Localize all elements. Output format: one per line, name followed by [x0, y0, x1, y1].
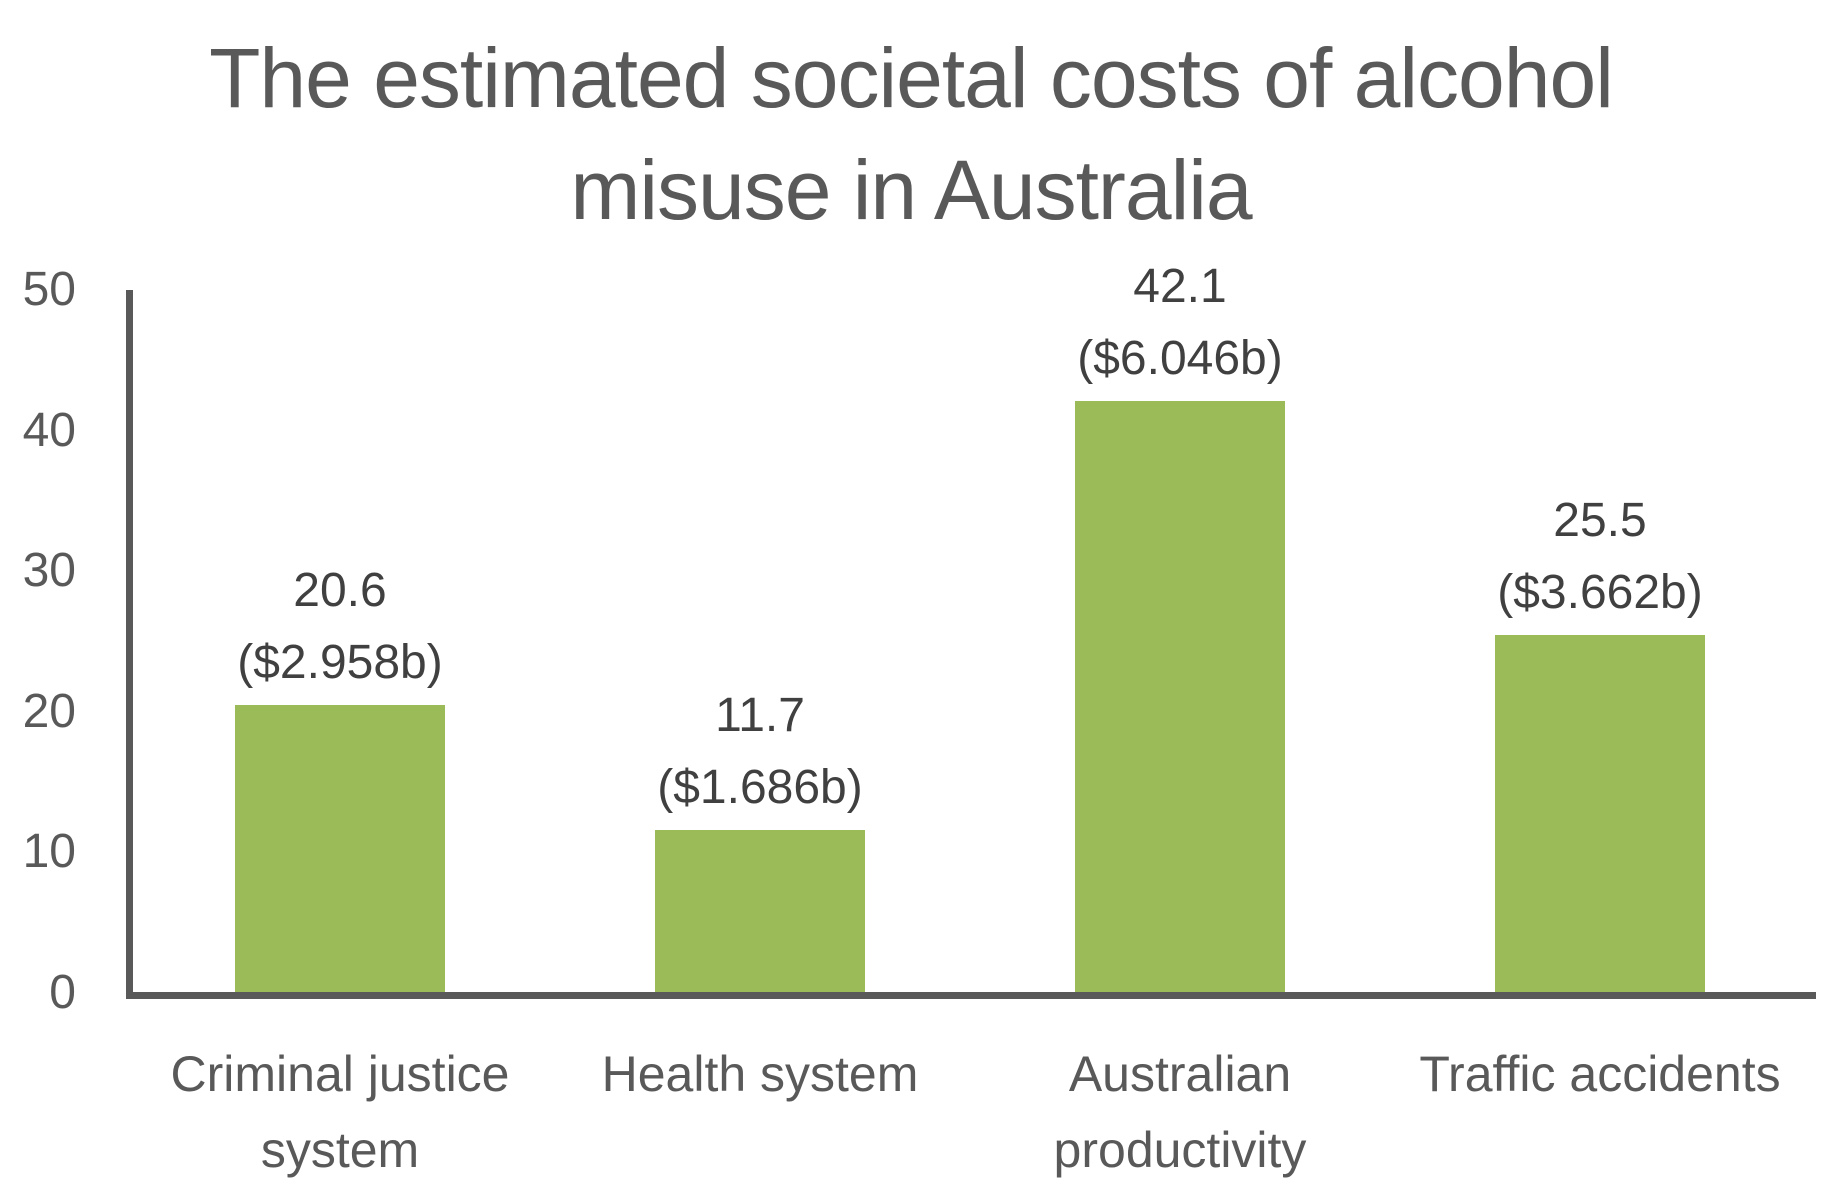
bar-traffic-accidents	[1495, 635, 1705, 995]
y-tick-20: 20	[22, 685, 76, 738]
x-label-health-system: Health system	[601, 1046, 919, 1102]
data-label-cost: ($1.686b)	[657, 761, 863, 815]
data-label-cost: ($2.958b)	[237, 635, 443, 689]
data-label-value: 20.6	[293, 563, 387, 617]
y-tick-30: 30	[22, 544, 76, 597]
bar-australian-productivity	[1075, 401, 1285, 995]
data-label: 20.6 ($2.958b)	[180, 555, 500, 699]
data-label: 25.5 ($3.662b)	[1440, 485, 1760, 629]
x-label-traffic-accidents: Traffic accidents	[1419, 1046, 1781, 1102]
y-axis-line	[126, 290, 133, 998]
y-tick-0: 0	[49, 966, 76, 1019]
y-tick-50: 50	[22, 263, 76, 316]
bar-criminal-justice-system	[235, 704, 445, 995]
x-label-criminal-justice: Criminal justice system	[170, 1046, 510, 1178]
bar-health-system	[655, 830, 865, 995]
data-label: 42.1 ($6.046b)	[1020, 251, 1340, 395]
data-label-cost: ($6.046b)	[1077, 332, 1283, 386]
y-tick-40: 40	[22, 404, 76, 457]
data-label-value: 11.7	[715, 689, 805, 743]
chart-title-line-1: The estimated societal costs of alcohol	[209, 31, 1614, 125]
data-label-cost: ($3.662b)	[1497, 566, 1703, 620]
data-label-value: 25.5	[1553, 494, 1647, 548]
data-label-value: 42.1	[1133, 260, 1227, 314]
x-axis-line	[126, 992, 1816, 999]
chart-title: The estimated societal costs of alcohol …	[0, 22, 1822, 246]
x-label-australian-productivity: Australian productivity	[1053, 1046, 1307, 1178]
data-label: 11.7 ($1.686b)	[600, 680, 920, 824]
chart-title-line-2: misuse in Australia	[570, 143, 1252, 237]
y-tick-10: 10	[22, 825, 76, 878]
